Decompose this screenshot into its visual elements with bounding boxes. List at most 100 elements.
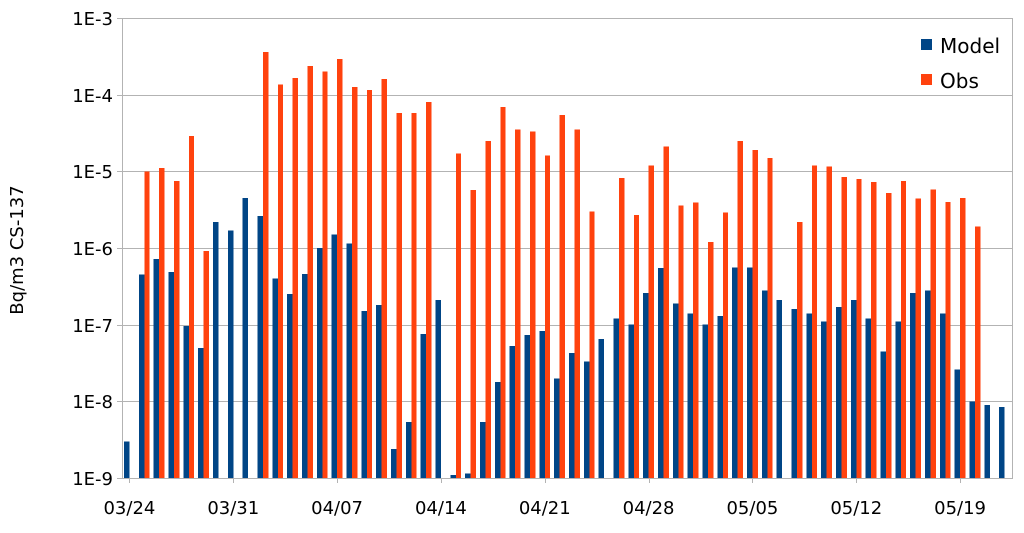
model-bar-04-11 bbox=[391, 448, 397, 478]
model-bar-03-28 bbox=[183, 326, 189, 478]
obs-bar-05-02 bbox=[707, 241, 714, 478]
obs-bar-04-20 bbox=[529, 131, 536, 478]
model-bar-04-16 bbox=[465, 473, 471, 478]
model-bar-03-27 bbox=[168, 271, 174, 478]
model-bar-03-31 bbox=[227, 230, 234, 478]
x-tick-label: 05/12 bbox=[830, 498, 882, 519]
model-bar-04-18 bbox=[494, 381, 501, 478]
obs-bar-04-26 bbox=[618, 177, 625, 478]
y-axis-ticks: 1E-3 1E-4 1E-5 1E-6 1E-7 1E-8 1E-9 bbox=[72, 9, 122, 490]
obs-bar-04-02 bbox=[262, 52, 269, 479]
model-bar-05-14 bbox=[880, 351, 886, 478]
obs-bar-05-10 bbox=[826, 166, 832, 478]
obs-bar-04-08 bbox=[351, 87, 358, 479]
y-axis-label: Bq/m3 CS-137 bbox=[7, 185, 28, 314]
model-bar-04-25 bbox=[598, 339, 605, 478]
obs-bar-05-12 bbox=[856, 179, 862, 478]
model-bar-04-03 bbox=[272, 278, 278, 478]
model-bar-05-15 bbox=[895, 321, 901, 478]
obs-bar-04-05 bbox=[307, 66, 313, 478]
plot-area-border bbox=[122, 18, 1013, 479]
model-bar-05-01 bbox=[687, 313, 694, 478]
obs-bar-04-22 bbox=[559, 115, 565, 479]
model-bar-04-12 bbox=[405, 421, 412, 478]
y-tick-label: 1E-8 bbox=[72, 392, 113, 413]
model-bar-03-30 bbox=[213, 221, 219, 478]
model-bar-04-04 bbox=[287, 294, 293, 478]
obs-bar-04-18 bbox=[500, 107, 506, 479]
obs-bar-03-26 bbox=[159, 168, 165, 478]
x-tick-label: 04/28 bbox=[623, 498, 675, 519]
model-bar-04-24 bbox=[583, 361, 590, 478]
obs-bar-05-09 bbox=[811, 165, 818, 478]
y-tick-label: 1E-7 bbox=[72, 316, 113, 337]
model-bar-05-11 bbox=[836, 307, 842, 478]
obs-bar-04-09 bbox=[366, 90, 373, 478]
legend-item-obs: Obs bbox=[921, 69, 979, 93]
obs-bar-05-08 bbox=[796, 221, 803, 478]
model-bar-05-05 bbox=[747, 267, 753, 478]
obs-bar-05-19 bbox=[960, 197, 966, 479]
model-bar-05-19 bbox=[954, 369, 961, 478]
model-bar-04-17 bbox=[480, 421, 486, 478]
obs-bar-04-16 bbox=[470, 190, 476, 479]
obs-bar-05-16 bbox=[915, 198, 921, 479]
obs-bar-04-19 bbox=[515, 129, 521, 478]
obs-bar-04-07 bbox=[337, 59, 343, 478]
obs-bar-05-01 bbox=[693, 202, 699, 478]
obs-bar-05-18 bbox=[945, 201, 951, 478]
model-bar-05-21 bbox=[984, 404, 990, 478]
model-bar-04-14 bbox=[435, 299, 441, 478]
model-bar-04-10 bbox=[376, 305, 382, 478]
legend-item-model: Model bbox=[921, 34, 1000, 58]
model-bar-03-25 bbox=[138, 274, 145, 478]
obs-bar-04-29 bbox=[663, 146, 669, 478]
model-bar-04-22 bbox=[554, 378, 560, 478]
obs-bar-04-04 bbox=[292, 77, 298, 479]
obs-bar-05-03 bbox=[722, 212, 729, 479]
obs-bar-04-24 bbox=[589, 211, 595, 479]
model-bar-05-20 bbox=[969, 401, 975, 478]
obs-bar-03-25 bbox=[144, 171, 150, 479]
y-tick-label: 1E-5 bbox=[72, 162, 113, 183]
model-bar-05-09 bbox=[806, 313, 812, 478]
x-tick-label: 03/31 bbox=[207, 498, 259, 519]
model-bar-05-03 bbox=[717, 315, 723, 478]
model-bar-04-26 bbox=[613, 318, 619, 478]
obs-bar-04-30 bbox=[678, 205, 684, 478]
obs-bar-05-14 bbox=[885, 193, 892, 479]
model-bar-05-22 bbox=[999, 407, 1005, 478]
obs-bar-04-12 bbox=[411, 112, 417, 479]
model-bar-04-28 bbox=[643, 292, 649, 478]
x-tick-label: 05/05 bbox=[726, 498, 778, 519]
legend-swatch-model bbox=[921, 39, 932, 50]
model-bar-03-24 bbox=[124, 441, 130, 478]
model-bar-05-12 bbox=[850, 299, 857, 478]
model-bar-05-02 bbox=[702, 324, 708, 478]
obs-bar-05-20 bbox=[974, 226, 981, 478]
obs-bar-04-06 bbox=[322, 71, 328, 478]
model-bar-03-29 bbox=[198, 347, 204, 478]
obs-bar-04-23 bbox=[574, 129, 580, 478]
y-tick-label: 1E-3 bbox=[72, 9, 113, 30]
model-bar-05-13 bbox=[865, 318, 872, 478]
obs-bar-04-10 bbox=[381, 79, 387, 479]
obs-bar-04-15 bbox=[455, 153, 462, 479]
model-bar-05-10 bbox=[821, 321, 827, 478]
obs-bar-05-15 bbox=[900, 180, 907, 478]
obs-bar-05-05 bbox=[752, 149, 758, 478]
obs-bar-05-13 bbox=[871, 181, 877, 478]
legend-label-obs: Obs bbox=[940, 69, 979, 93]
x-axis-ticks: 03/24 03/31 04/07 04/14 04/21 04/28 05/05 05/12… bbox=[103, 478, 986, 519]
y-tick-label: 1E-4 bbox=[72, 86, 113, 107]
obs-bar-05-11 bbox=[841, 177, 847, 478]
model-bar-04-02 bbox=[257, 216, 263, 478]
obs-bar-04-11 bbox=[396, 112, 402, 479]
model-bar-04-08 bbox=[346, 243, 352, 478]
model-bar-05-06 bbox=[761, 290, 768, 478]
obs-bar-04-27 bbox=[633, 214, 640, 478]
model-bar-04-19 bbox=[509, 345, 516, 478]
model-bar-04-09 bbox=[361, 311, 367, 478]
